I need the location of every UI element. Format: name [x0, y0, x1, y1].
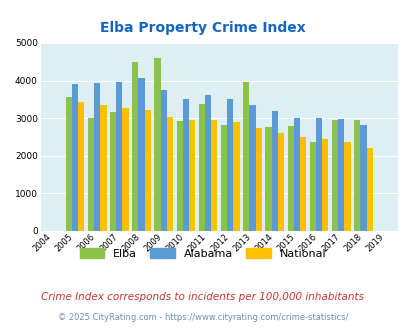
Text: Elba Property Crime Index: Elba Property Crime Index	[100, 21, 305, 35]
Bar	[249, 105, 255, 231]
Bar	[233, 122, 239, 231]
Bar	[78, 102, 84, 231]
Bar	[360, 124, 366, 231]
Bar	[122, 108, 128, 231]
Bar	[277, 133, 284, 231]
Bar	[176, 121, 182, 231]
Bar	[182, 99, 189, 231]
Bar	[309, 142, 315, 231]
Bar	[287, 126, 293, 231]
Bar	[265, 127, 271, 231]
Text: Crime Index corresponds to incidents per 100,000 inhabitants: Crime Index corresponds to incidents per…	[41, 292, 364, 302]
Bar	[255, 128, 261, 231]
Bar	[94, 83, 100, 231]
Text: © 2025 CityRating.com - https://www.cityrating.com/crime-statistics/: © 2025 CityRating.com - https://www.city…	[58, 313, 347, 322]
Bar	[66, 97, 72, 231]
Bar	[72, 84, 78, 231]
Bar	[353, 120, 360, 231]
Bar	[166, 116, 173, 231]
Bar	[299, 137, 305, 231]
Bar	[243, 82, 249, 231]
Legend: Elba, Alabama, National: Elba, Alabama, National	[75, 244, 330, 263]
Bar	[343, 142, 350, 231]
Bar	[322, 139, 328, 231]
Bar	[100, 105, 106, 231]
Bar	[138, 78, 144, 231]
Bar	[87, 118, 94, 231]
Bar	[198, 104, 205, 231]
Bar	[331, 120, 337, 231]
Bar	[154, 57, 160, 231]
Bar	[144, 110, 151, 231]
Bar	[220, 124, 227, 231]
Bar	[227, 99, 233, 231]
Bar	[293, 118, 299, 231]
Bar	[205, 95, 211, 231]
Bar	[132, 62, 138, 231]
Bar	[110, 113, 116, 231]
Bar	[116, 82, 122, 231]
Bar	[211, 120, 217, 231]
Bar	[160, 89, 166, 231]
Bar	[315, 118, 322, 231]
Bar	[337, 118, 343, 231]
Bar	[271, 111, 277, 231]
Bar	[366, 148, 372, 231]
Bar	[189, 120, 195, 231]
